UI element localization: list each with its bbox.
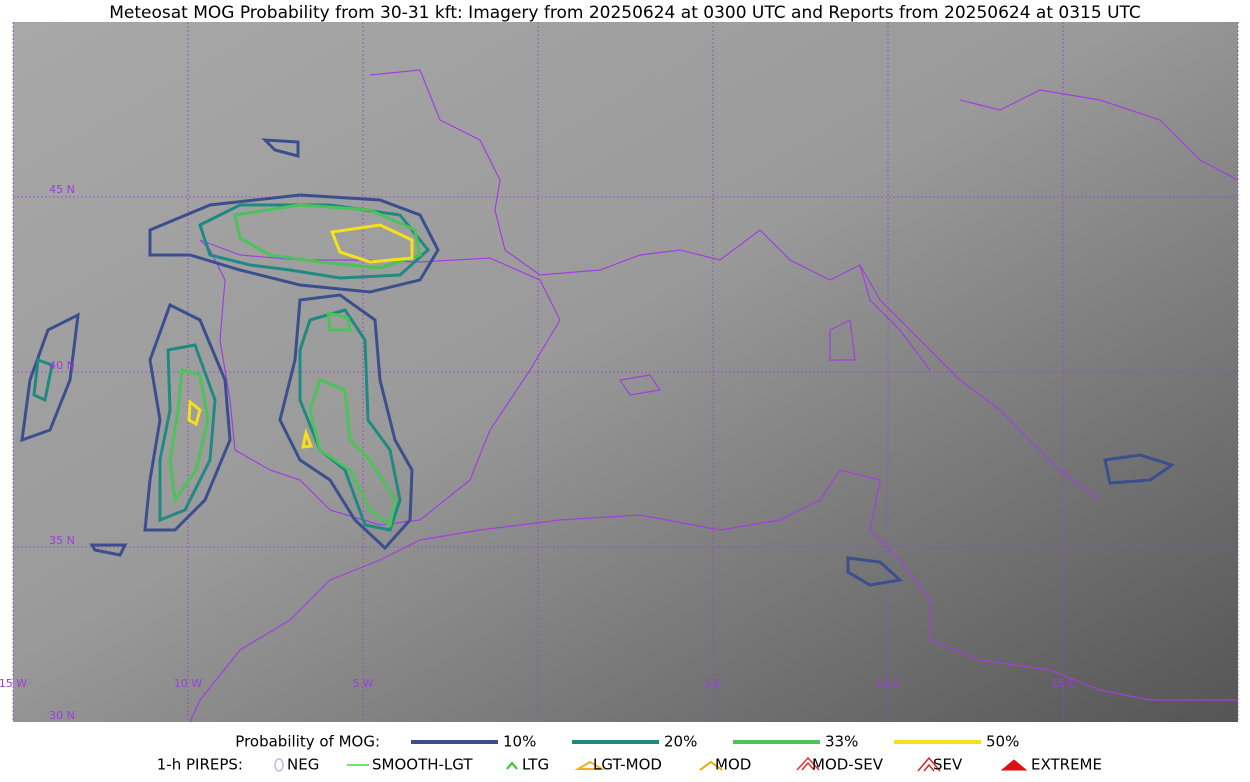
legend-label: MOD — [715, 756, 751, 774]
lon-label: 15 E — [1051, 677, 1075, 690]
legend-label: 50% — [986, 733, 1019, 751]
lon-label: 10 E — [876, 677, 900, 690]
legend-label: 10% — [503, 733, 536, 751]
legend-label: 33% — [825, 733, 858, 751]
pirep-symbol — [506, 761, 518, 770]
lat-label: 40 N — [49, 359, 75, 372]
lon-label: 5 W — [352, 677, 373, 690]
geo-labels: 45 N 40 N 35 N 30 N 15 W 10 W 5 W 5 E 10 E 15 E — [0, 183, 1075, 722]
contour-50 — [187, 223, 414, 449]
lat-label: 35 N — [49, 534, 75, 547]
lat-label: 30 N — [49, 709, 75, 722]
contour-33 — [168, 203, 422, 528]
pirep-symbol — [917, 756, 941, 772]
lat-label: 45 N — [49, 183, 75, 196]
legend-label: SEV — [933, 756, 963, 774]
pirep-symbol — [796, 756, 820, 771]
legend-label: MOD-SEV — [812, 756, 884, 774]
contour-10 — [20, 138, 1176, 587]
probability-legend-title: Probability of MOG: — [235, 733, 380, 751]
legend-label: LTG — [522, 756, 549, 774]
pireps-legend-title: 1-h PIREPS: — [157, 756, 243, 774]
legend-label: EXTREME — [1031, 756, 1102, 774]
pirep-symbol — [1000, 759, 1028, 771]
grid-lines — [12, 22, 1239, 722]
lon-label: 10 W — [174, 677, 202, 690]
legend-label: LGT-MOD — [593, 756, 662, 774]
legend-label: SMOOTH-LGT — [372, 756, 473, 774]
map: 45 N 40 N 35 N 30 N 15 W 10 W 5 W 5 E 10 E 15 E — [0, 22, 1239, 723]
lon-label: 5 E — [704, 677, 721, 690]
title: Meteosat MOG Probability from 30-31 kft:… — [109, 3, 1141, 23]
pirep-symbol — [274, 758, 284, 772]
legend-label: NEG — [287, 756, 319, 774]
lon-label: 15 W — [0, 677, 27, 690]
mog-contours — [20, 138, 1176, 587]
pirep-symbol — [699, 760, 723, 771]
legend: Probability of MOG: 1-h PIREPS: 10% 20% 33… — [157, 733, 1102, 774]
legend-label: 20% — [664, 733, 697, 751]
pirep-symbol — [574, 760, 606, 770]
contour-20 — [32, 203, 431, 532]
